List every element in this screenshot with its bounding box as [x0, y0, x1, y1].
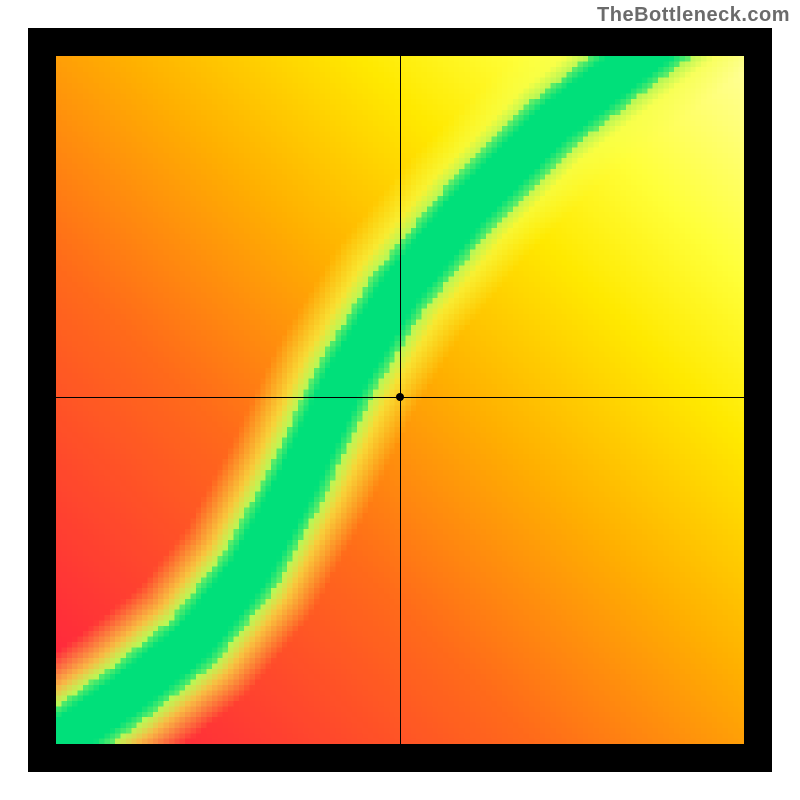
root-container: TheBottleneck.com: [0, 0, 800, 800]
watermark-text: TheBottleneck.com: [597, 4, 790, 27]
heatmap-chart: [28, 28, 772, 772]
crosshair-dot: [396, 393, 404, 401]
